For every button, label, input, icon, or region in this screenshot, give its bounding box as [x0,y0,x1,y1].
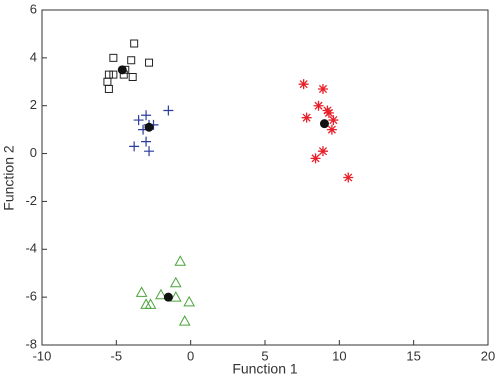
square-marker [103,77,112,86]
y-tick-label: -4 [25,241,37,256]
x-tick-label: 20 [481,348,495,363]
square-marker [109,70,118,79]
triangle-marker [169,291,182,302]
y-tick-label: -6 [25,289,37,304]
triangle-marker [135,286,148,297]
centroid-marker [144,122,154,132]
x-tick-label: -10 [33,348,52,363]
centroid-marker [163,292,173,302]
y-tick-label: -8 [25,336,37,351]
centroid-marker [117,65,127,75]
plot-frame [41,9,489,346]
plus-marker [129,141,140,152]
plus-marker [144,146,155,157]
centroid-marker [319,119,329,129]
triangle-marker [183,295,196,307]
y-tick-label: 2 [30,97,37,112]
triangle-marker [178,315,191,326]
square-marker [109,53,118,62]
square-marker [130,39,139,48]
square-marker [104,84,113,93]
x-tick-label: 10 [332,348,346,363]
triangle-marker [144,298,157,309]
y-tick-label: 6 [30,1,37,16]
plus-marker [133,115,144,126]
asterisk-marker [343,172,354,183]
y-axis-label: Function 2 [1,145,17,211]
x-axis-label: Function 1 [232,361,298,377]
y-tick-label: -2 [25,193,37,208]
plus-marker [141,136,152,147]
asterisk-marker [317,146,328,157]
square-marker [145,58,154,67]
x-tick-label: 5 [261,348,268,363]
plus-marker [163,105,174,116]
asterisk-marker [323,107,334,118]
square-marker [127,56,136,65]
plus-marker [141,110,152,121]
asterisk-marker [328,115,339,126]
y-tick-label: 4 [30,49,37,64]
x-tick-label: 0 [187,348,194,363]
asterisk-marker [326,124,337,135]
square-marker [104,70,113,79]
asterisk-marker [317,83,328,94]
asterisk-marker [301,112,312,123]
asterisk-marker [298,79,309,90]
square-marker [128,73,137,81]
triangle-marker [174,255,187,266]
asterisk-marker [313,100,324,111]
triangle-marker [155,288,167,300]
asterisk-marker [310,153,321,164]
x-tick-label: -5 [111,348,123,363]
y-tick-label: 0 [30,145,37,160]
x-tick-label: 15 [406,348,420,363]
triangle-marker [169,276,182,288]
